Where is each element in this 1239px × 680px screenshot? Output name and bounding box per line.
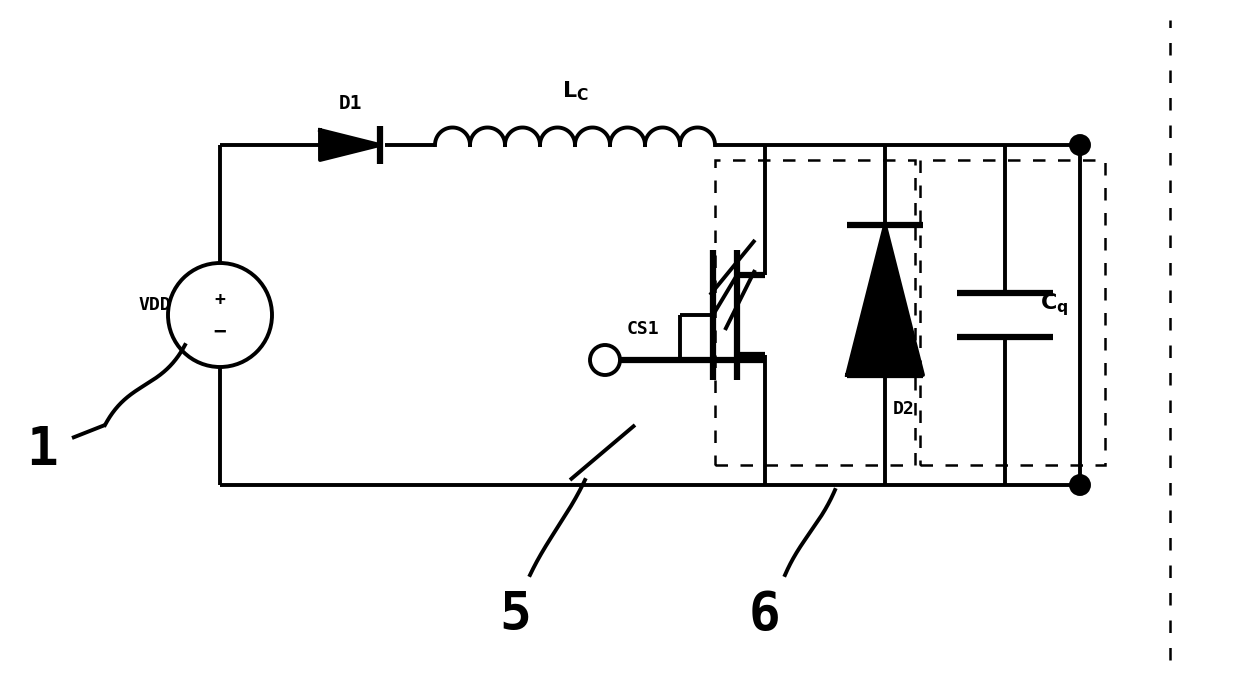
Circle shape bbox=[1070, 136, 1089, 154]
Text: 5: 5 bbox=[499, 589, 530, 641]
Text: +: + bbox=[214, 291, 225, 309]
Circle shape bbox=[1070, 476, 1089, 494]
Text: −: − bbox=[213, 322, 227, 342]
Text: 6: 6 bbox=[750, 589, 781, 641]
Bar bbox=[715, 160, 914, 465]
Text: $\mathbf{C_q}$: $\mathbf{C_q}$ bbox=[1040, 292, 1068, 318]
Text: $\mathbf{L_C}$: $\mathbf{L_C}$ bbox=[561, 80, 589, 103]
Polygon shape bbox=[847, 225, 923, 375]
Polygon shape bbox=[320, 130, 380, 160]
Text: VDD: VDD bbox=[139, 296, 171, 314]
Text: CS1: CS1 bbox=[627, 320, 659, 338]
Text: D1: D1 bbox=[338, 94, 362, 113]
Text: D2: D2 bbox=[893, 400, 914, 418]
Text: 1: 1 bbox=[26, 424, 58, 476]
Bar bbox=[921, 160, 1105, 465]
